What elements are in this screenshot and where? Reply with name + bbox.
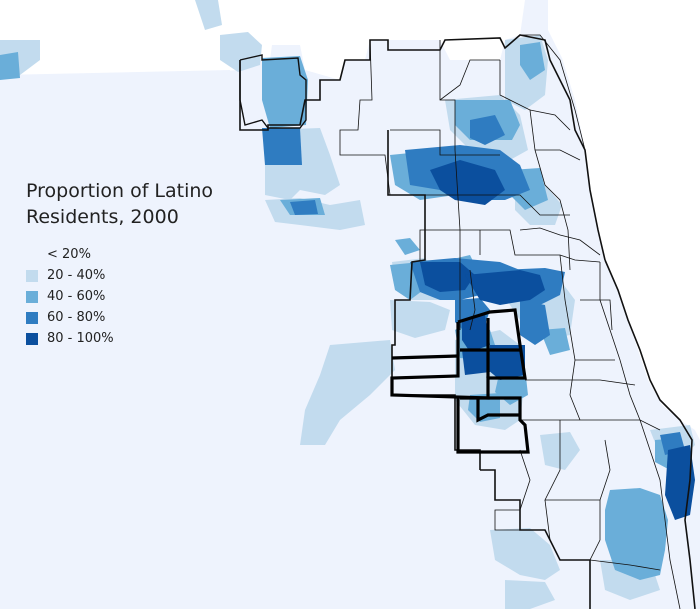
district-outline bbox=[456, 396, 530, 454]
west-boundary bbox=[239, 54, 307, 129]
tract bbox=[262, 128, 302, 165]
tract bbox=[390, 300, 450, 338]
legend-item: 20 - 40% bbox=[26, 265, 213, 286]
tract bbox=[505, 580, 555, 609]
tract bbox=[605, 488, 668, 580]
boundary-line bbox=[599, 262, 641, 421]
legend-title-line-2: Residents, 2000 bbox=[26, 206, 179, 228]
boundary-line bbox=[535, 149, 581, 161]
city-boundary-north bbox=[239, 34, 606, 261]
boundary-line bbox=[544, 420, 611, 501]
tract bbox=[520, 42, 545, 80]
tract bbox=[290, 200, 318, 215]
tract bbox=[462, 315, 490, 352]
boundary-line bbox=[525, 379, 636, 386]
highlighted-districts bbox=[390, 308, 530, 454]
boundary-line bbox=[494, 449, 531, 531]
legend-swatch bbox=[26, 332, 38, 345]
boundary-line bbox=[390, 194, 570, 216]
tract bbox=[430, 160, 505, 205]
tract bbox=[490, 528, 560, 580]
boundary-line bbox=[520, 419, 661, 431]
base-area-west bbox=[0, 70, 320, 609]
tract-layer-80-100 bbox=[420, 160, 695, 520]
tract bbox=[262, 56, 308, 128]
legend-label: 40 - 60% bbox=[47, 289, 106, 304]
tract bbox=[195, 0, 222, 30]
boundary-line bbox=[439, 59, 500, 101]
city-boundary-west bbox=[387, 130, 481, 470]
legend-label: < 20% bbox=[47, 247, 91, 262]
tract bbox=[300, 340, 395, 445]
district-outline bbox=[476, 398, 520, 423]
tract bbox=[465, 270, 545, 305]
tract bbox=[0, 52, 20, 80]
legend-item: 80 - 100% bbox=[26, 328, 213, 349]
legend-label: 20 - 40% bbox=[47, 268, 106, 283]
legend-item: 60 - 80% bbox=[26, 307, 213, 328]
west-outline bbox=[239, 54, 307, 129]
boundary-line bbox=[390, 129, 500, 156]
legend-title: Proportion of Latino Residents, 2000 bbox=[26, 178, 213, 230]
legend-swatch bbox=[26, 290, 38, 303]
tract bbox=[462, 350, 490, 375]
legend-swatch bbox=[26, 269, 38, 282]
city-boundary-south bbox=[480, 469, 591, 609]
tract bbox=[395, 238, 420, 255]
tract bbox=[520, 300, 550, 345]
legend-label: 60 - 80% bbox=[47, 310, 106, 325]
boundary-line bbox=[529, 109, 571, 131]
tract bbox=[488, 345, 525, 380]
boundary-line bbox=[460, 229, 601, 263]
tract bbox=[470, 115, 505, 145]
boundary-line bbox=[559, 254, 581, 421]
boundary-line bbox=[639, 419, 681, 609]
boundary-line bbox=[469, 269, 476, 331]
city-boundary-east bbox=[604, 259, 696, 609]
legend-swatch bbox=[26, 311, 38, 324]
boundary-line bbox=[419, 229, 460, 260]
legend-item: < 20% bbox=[26, 244, 213, 265]
boundary-line bbox=[439, 40, 461, 330]
map-legend: Proportion of Latino Residents, 2000 < 2… bbox=[26, 178, 213, 349]
legend-item: 40 - 60% bbox=[26, 286, 213, 307]
tract bbox=[420, 262, 475, 292]
community-boundaries bbox=[339, 34, 681, 609]
boundary-line bbox=[499, 60, 571, 271]
city-outline bbox=[239, 34, 696, 609]
tract bbox=[220, 32, 262, 72]
legend-swatch bbox=[26, 248, 38, 261]
legend-label: 80 - 100% bbox=[47, 331, 114, 346]
boundary-line bbox=[519, 227, 601, 256]
boundary-line bbox=[580, 299, 613, 331]
district-outline bbox=[391, 354, 459, 360]
legend-title-line-1: Proportion of Latino bbox=[26, 180, 214, 202]
